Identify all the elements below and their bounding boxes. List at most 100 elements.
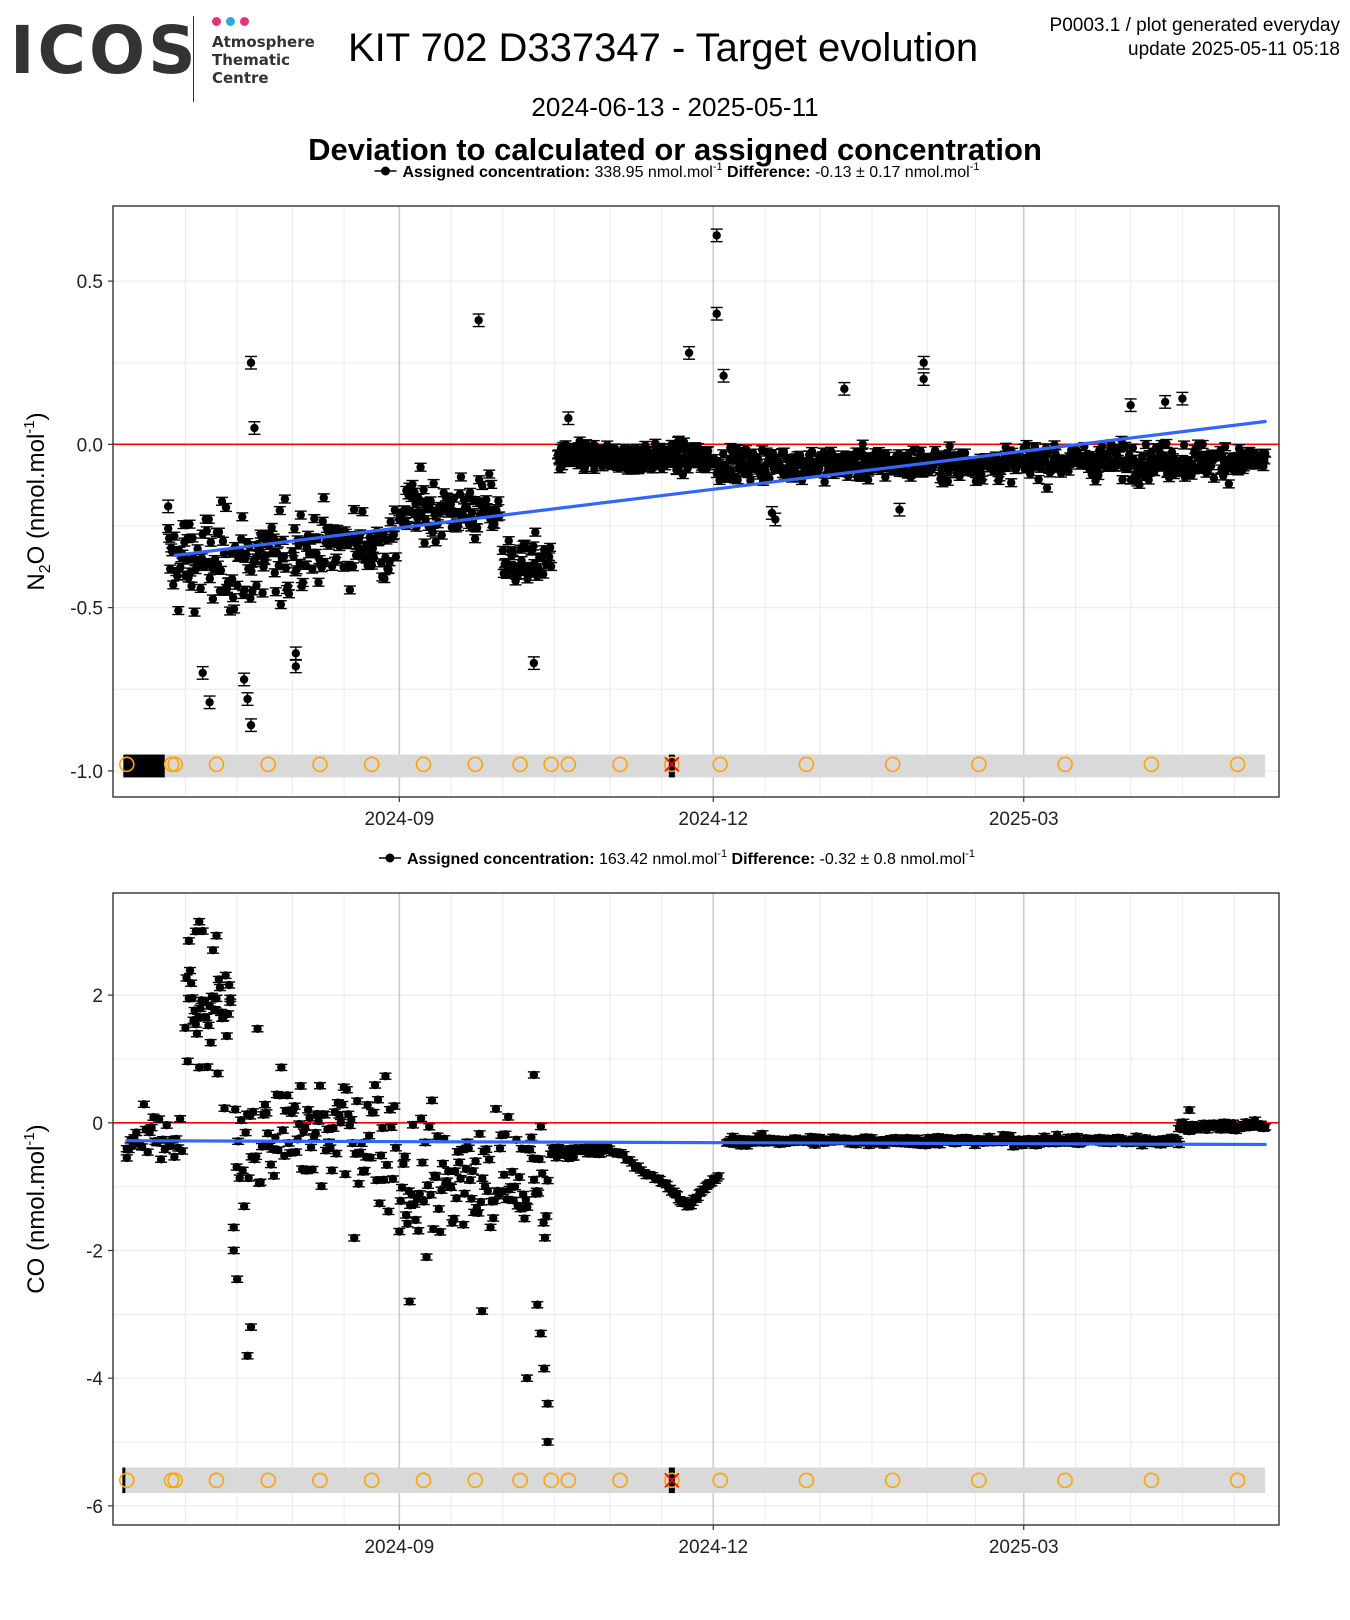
data-point	[301, 561, 311, 570]
data-point	[546, 562, 556, 571]
meta-update: update 2025-05-11 05:18	[1128, 39, 1340, 60]
data-point	[943, 477, 953, 486]
data-point	[1198, 440, 1207, 449]
data-point	[955, 472, 964, 481]
data-point	[280, 494, 290, 504]
data-point	[274, 561, 283, 570]
data-point	[369, 553, 379, 562]
data-point	[712, 231, 721, 240]
data-point	[467, 508, 477, 517]
data-point	[1042, 483, 1052, 493]
data-point	[205, 574, 214, 583]
data-point	[544, 552, 554, 562]
data-point	[242, 550, 251, 559]
data-point	[275, 506, 285, 515]
data-point	[429, 479, 438, 488]
data-point	[218, 537, 228, 546]
data-point	[279, 552, 289, 561]
data-point	[389, 530, 398, 540]
data-point	[909, 445, 918, 455]
plot-area	[113, 206, 1279, 797]
data-point	[580, 463, 590, 472]
data-point	[176, 563, 185, 572]
data-point	[348, 562, 358, 571]
data-point	[385, 557, 394, 566]
data-point	[185, 519, 194, 529]
data-point	[1261, 448, 1270, 458]
data-point	[391, 552, 401, 562]
data-point	[858, 439, 867, 449]
data-point	[508, 547, 517, 556]
data-point	[358, 507, 367, 516]
data-point	[1162, 439, 1171, 448]
data-point	[575, 436, 584, 446]
data-point	[679, 437, 689, 447]
data-point	[529, 541, 538, 551]
logo-dot-1	[212, 17, 221, 26]
data-point	[428, 527, 437, 537]
data-points	[162, 228, 1272, 733]
icos-logo: ICOS	[10, 12, 199, 89]
data-point	[477, 481, 487, 490]
data-point	[228, 593, 238, 602]
logo-dot-3	[240, 17, 249, 26]
event-band	[123, 754, 1266, 778]
data-point	[188, 533, 197, 543]
data-point	[1064, 466, 1073, 476]
data-point	[470, 534, 480, 543]
data-point	[289, 552, 298, 561]
data-point	[732, 444, 741, 453]
data-point	[539, 569, 548, 579]
logo-divider	[193, 16, 194, 102]
data-point	[310, 514, 319, 523]
data-point	[182, 555, 191, 565]
data-point	[271, 587, 280, 596]
data-point	[490, 520, 499, 529]
data-point	[202, 526, 211, 535]
data-point	[349, 505, 359, 514]
data-point	[523, 574, 532, 584]
data-point	[820, 477, 829, 487]
data-point	[170, 531, 179, 541]
data-point	[978, 475, 987, 485]
data-point	[252, 581, 261, 590]
data-point	[1220, 442, 1230, 451]
data-point	[232, 581, 242, 590]
data-point	[240, 586, 249, 595]
data-point	[298, 578, 308, 587]
data-point	[1097, 442, 1107, 451]
data-point	[384, 565, 393, 574]
data-point	[345, 585, 355, 595]
data-point	[1209, 474, 1219, 483]
data-point	[206, 538, 216, 547]
event-bar	[668, 754, 675, 778]
logo-subtitle: Atmosphere Thematic Centre	[212, 33, 315, 87]
data-point	[314, 578, 323, 587]
data-point	[1135, 480, 1144, 489]
data-point	[229, 604, 239, 614]
data-point	[214, 527, 224, 537]
data-point	[960, 448, 970, 458]
logo-dot-2	[226, 17, 235, 26]
data-point	[465, 488, 475, 497]
data-point	[590, 465, 599, 474]
data-point	[296, 510, 305, 520]
logo-subtitle-line: Thematic	[212, 51, 291, 69]
data-point	[318, 517, 327, 526]
data-point	[684, 348, 694, 358]
data-point	[261, 551, 270, 561]
data-point	[1128, 443, 1138, 453]
data-point	[196, 584, 205, 593]
data-point	[882, 449, 891, 458]
data-point	[1160, 451, 1169, 461]
data-point	[179, 520, 188, 529]
data-point	[163, 524, 173, 533]
data-point	[1144, 475, 1153, 485]
data-point	[449, 494, 459, 503]
data-point	[753, 453, 762, 463]
data-point	[733, 475, 742, 484]
data-point	[485, 469, 494, 479]
data-point	[712, 309, 721, 318]
